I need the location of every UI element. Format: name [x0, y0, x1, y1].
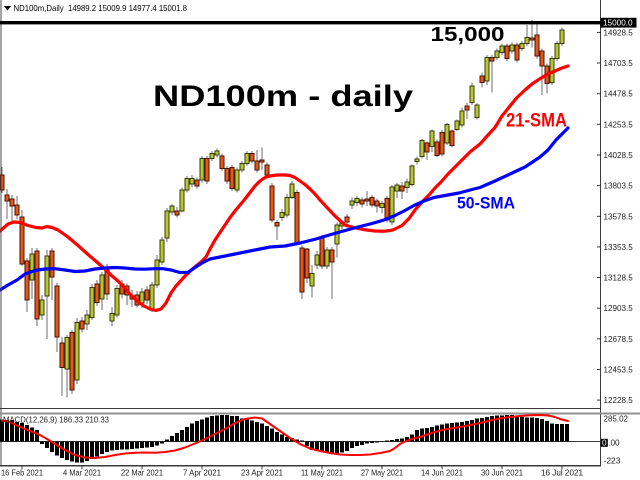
svg-text:13578.5: 13578.5	[604, 212, 634, 221]
svg-text:27 May 2021: 27 May 2021	[361, 468, 403, 478]
svg-text:12903.5: 12903.5	[604, 304, 634, 313]
svg-text:14028.5: 14028.5	[604, 151, 634, 160]
svg-text:4 Mar 2021: 4 Mar 2021	[63, 468, 101, 478]
svg-text:23 Apr 2021: 23 Apr 2021	[241, 468, 283, 478]
svg-text:.00: .00	[608, 439, 620, 448]
svg-text:50-SMA: 50-SMA	[457, 194, 515, 213]
svg-text:16 Feb 2021: 16 Feb 2021	[1, 468, 43, 478]
svg-text:-223: -223	[604, 456, 621, 465]
svg-text:22 Mar 2021: 22 Mar 2021	[121, 468, 163, 478]
svg-text:12228.5: 12228.5	[604, 396, 634, 405]
svg-text:13353.5: 13353.5	[604, 243, 634, 252]
svg-text:15,000: 15,000	[431, 24, 505, 46]
svg-text:15000.0: 15000.0	[603, 19, 633, 28]
svg-text:13803.5: 13803.5	[604, 182, 634, 191]
svg-text:30 Jun 2021: 30 Jun 2021	[481, 468, 523, 478]
svg-text:12453.5: 12453.5	[604, 366, 634, 375]
svg-text:16 Jul 2021: 16 Jul 2021	[541, 468, 583, 478]
svg-text:13128.5: 13128.5	[604, 274, 634, 283]
svg-text:7 Apr 2021: 7 Apr 2021	[183, 468, 221, 478]
svg-text:ND100m,Daily 14989.2 15009.9: ND100m,Daily 14989.2 15009.9 14977.4 150…	[14, 3, 188, 13]
svg-text:14253.5: 14253.5	[604, 120, 634, 129]
svg-text:14928.5: 14928.5	[604, 28, 634, 37]
svg-text:21-SMA: 21-SMA	[506, 111, 567, 132]
svg-text:MACD(12,26,9) 186.33 210.33: MACD(12,26,9) 186.33 210.33	[3, 415, 109, 424]
svg-text:285.02: 285.02	[604, 415, 629, 424]
svg-text:14478.5: 14478.5	[604, 90, 634, 99]
svg-text:ND100m - daily: ND100m - daily	[153, 80, 413, 113]
svg-text:0: 0	[602, 439, 607, 448]
svg-text:11 May 2021: 11 May 2021	[301, 468, 343, 478]
svg-text:12678.5: 12678.5	[604, 335, 634, 344]
svg-text:14 Jun 2021: 14 Jun 2021	[421, 468, 463, 478]
svg-text:14703.5: 14703.5	[604, 59, 634, 68]
